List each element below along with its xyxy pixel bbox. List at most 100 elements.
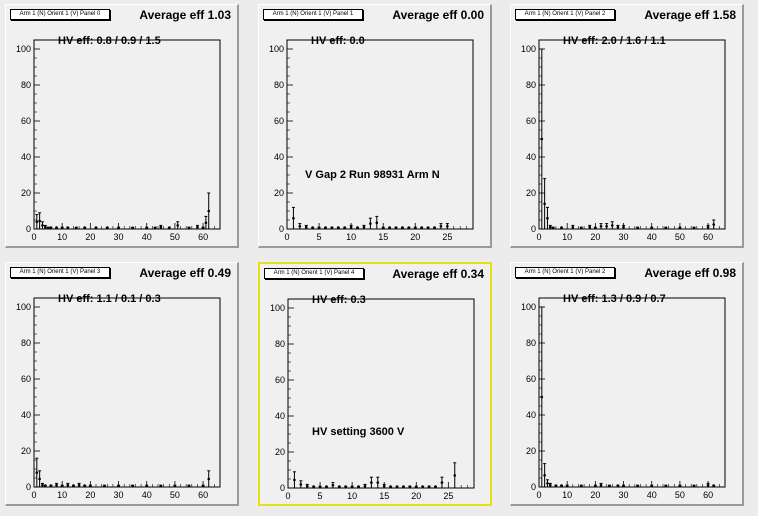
histogram-point [439, 225, 443, 228]
x-tick-label: 40 [647, 490, 657, 500]
histogram-point [83, 484, 87, 488]
histogram-point [571, 225, 575, 229]
histogram-point [622, 484, 625, 488]
histogram-point [55, 226, 58, 230]
histogram-point [201, 226, 205, 230]
histogram-point [395, 485, 399, 489]
histogram-pad[interactable]: Arm 1 (N) Orient 1 (V) Panel 2 Average ef… [510, 262, 744, 506]
histogram-point [187, 484, 191, 488]
x-tick-label: 30 [114, 490, 124, 500]
histogram-point [608, 484, 611, 488]
histogram-point [554, 484, 558, 488]
histogram-point [712, 223, 716, 226]
x-tick-label: 0 [31, 490, 36, 500]
histogram-point [388, 226, 391, 230]
x-tick-label: 30 [114, 232, 124, 242]
histogram-point [176, 224, 180, 227]
hv-eff-label: HV eff: 0.3 [312, 294, 366, 306]
histogram-point [324, 226, 327, 230]
x-tick-label: 20 [590, 490, 600, 500]
histogram-point [318, 485, 322, 489]
histogram-point [427, 485, 431, 489]
histogram-point [664, 226, 668, 230]
y-tick-label: 40 [526, 410, 536, 420]
x-tick-label: 60 [198, 490, 208, 500]
histogram-point [414, 485, 418, 489]
histogram-point [565, 484, 569, 488]
histogram-point [616, 484, 620, 488]
histogram-point [616, 225, 620, 229]
histogram-point [426, 226, 430, 230]
histogram-point [446, 225, 449, 228]
average-eff-label: Average eff 0.00 [392, 8, 484, 22]
histogram-point [145, 226, 149, 230]
histogram-point [421, 485, 424, 489]
x-tick-label: 0 [536, 232, 541, 242]
histogram-point [706, 483, 710, 487]
plot-frame [287, 298, 475, 489]
y-tick-label: 40 [21, 410, 31, 420]
x-tick-label: 0 [285, 491, 290, 501]
histogram-point [299, 483, 303, 486]
histogram-point [678, 484, 682, 488]
y-tick-label: 80 [526, 80, 536, 90]
histogram-point [401, 226, 404, 230]
histogram-plot: 0 20 40 60 80 100 0 10 20 30 40 50 60 HV eff: 1.1 / 0… [16, 293, 221, 500]
histogram-pad[interactable]: Arm 1 (N) Orient 1 (V) Panel 1 Average ef… [258, 4, 492, 248]
average-eff-label: Average eff 1.58 [644, 8, 736, 22]
histogram-point [305, 484, 309, 488]
pad-title-tag: Arm 1 (N) Orient 1 (V) Panel 2 [515, 9, 615, 20]
x-tick-label: 50 [675, 232, 685, 242]
histogram-point [692, 484, 696, 488]
histogram-point [46, 226, 50, 230]
histogram-point [35, 220, 39, 224]
histogram-point [376, 481, 380, 484]
x-tick-label: 20 [590, 232, 600, 242]
histogram-point [413, 226, 417, 230]
histogram-point [331, 484, 335, 487]
y-tick-label: 80 [526, 338, 536, 348]
histogram-point [678, 226, 682, 230]
histogram-pad[interactable]: Arm 1 (N) Orient 1 (V) Panel 3 Average ef… [5, 262, 239, 506]
histogram-point [167, 226, 171, 230]
x-tick-label: 20 [410, 232, 420, 242]
y-tick-label: 100 [521, 302, 536, 312]
histogram-point [349, 225, 353, 229]
histogram-point [83, 226, 87, 230]
x-tick-label: 15 [378, 232, 388, 242]
histogram-point [369, 222, 372, 225]
histogram-point [560, 484, 563, 488]
x-tick-label: 25 [443, 491, 453, 501]
histogram-point [636, 226, 639, 230]
histogram-point [594, 484, 597, 488]
histogram-point [712, 484, 716, 488]
histogram-point [49, 226, 53, 230]
histogram-point [389, 485, 392, 489]
y-tick-label: 60 [274, 116, 284, 126]
x-tick-label: 5 [317, 232, 322, 242]
histogram-point [201, 484, 205, 488]
histogram-point [420, 226, 423, 230]
histogram-point [650, 484, 654, 488]
x-tick-label: 10 [347, 491, 357, 501]
histogram-point [543, 202, 546, 206]
histogram-point [38, 219, 41, 223]
histogram-point [66, 483, 70, 487]
histogram-point [94, 226, 98, 230]
histogram-point [292, 216, 295, 220]
y-tick-label: 60 [21, 116, 31, 126]
x-tick-label: 50 [170, 232, 180, 242]
histogram-pad[interactable]: Arm 1 (N) Orient 1 (V) Panel 0 Average ef… [5, 4, 239, 248]
histogram-point [434, 485, 437, 489]
plot-frame [538, 39, 726, 230]
histogram-point [330, 226, 334, 230]
histogram-point [579, 226, 583, 230]
pad-title-tag: Arm 1 (N) Orient 1 (V) Panel 1 [263, 9, 363, 20]
histogram-pad[interactable]: Arm 1 (N) Orient 1 (V) Panel 2 Average ef… [510, 4, 744, 248]
histogram-point [317, 226, 321, 230]
histogram-plot: 0 20 40 60 80 100 0 10 20 30 40 50 60 HV eff: 2.0 / 1… [521, 35, 726, 242]
y-tick-label: 60 [275, 375, 285, 385]
histogram-pad[interactable]: Arm 1 (N) Orient 1 (V) Panel 4 Average ef… [258, 262, 492, 506]
hv-eff-label: HV eff: 1.1 / 0.1 / 0.3 [58, 293, 161, 305]
histogram-point [207, 477, 211, 481]
